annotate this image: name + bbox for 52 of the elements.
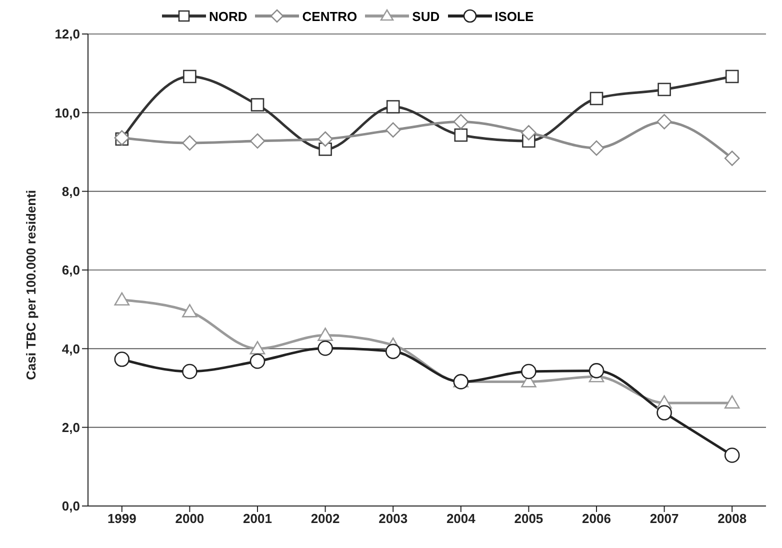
point	[656, 405, 672, 420]
y-tick-label: 10,0	[54, 105, 80, 120]
point	[182, 135, 198, 151]
point	[588, 140, 604, 156]
x-tick-label: 2001	[243, 511, 272, 526]
x-tick-label: 2004	[446, 511, 476, 526]
y-tick-label: 6,0	[62, 262, 80, 278]
y-tick-label: 2,0	[62, 420, 80, 435]
point	[250, 98, 264, 112]
point	[318, 131, 333, 147]
point	[182, 304, 198, 318]
y-tick-label: 4,0	[62, 341, 80, 356]
x-tick-label: 1999	[107, 511, 136, 526]
point	[453, 114, 469, 130]
point	[250, 354, 266, 369]
point	[250, 133, 266, 149]
y-axis-title: Casi TBC per 100.000 residenti	[24, 190, 39, 380]
point	[183, 70, 196, 84]
point	[385, 344, 401, 360]
point	[590, 92, 604, 106]
point	[386, 100, 400, 114]
legend-label: CENTRO	[302, 8, 358, 24]
point	[454, 128, 468, 142]
point	[114, 352, 130, 367]
point	[385, 122, 401, 138]
y-tick-label: 8,0	[62, 184, 80, 199]
point	[521, 125, 536, 140]
x-tick-label: 2007	[650, 511, 679, 526]
point	[724, 448, 740, 463]
point	[724, 150, 740, 166]
x-tick-label: 2008	[718, 511, 747, 526]
x-tick-label: 2003	[378, 511, 408, 526]
x-tick-label: 2006	[582, 511, 611, 526]
point	[318, 328, 333, 341]
point	[656, 114, 672, 130]
legend-label: NORD	[209, 8, 248, 24]
point	[114, 292, 130, 306]
point	[588, 363, 604, 378]
x-tick-label: 2002	[310, 511, 340, 526]
legend-label: ISOLE	[494, 8, 534, 24]
point	[521, 364, 536, 380]
point	[725, 70, 739, 84]
point	[182, 364, 198, 380]
y-tick-label: 0,0	[62, 498, 80, 514]
point	[318, 340, 333, 356]
x-tick-label: 2000	[175, 511, 204, 526]
y-tick-label: 12,0	[54, 26, 80, 42]
legend-label: SUD	[412, 8, 440, 24]
point	[250, 341, 266, 354]
point	[724, 395, 740, 409]
x-tick-label: 2005	[514, 511, 544, 526]
point	[658, 82, 671, 96]
